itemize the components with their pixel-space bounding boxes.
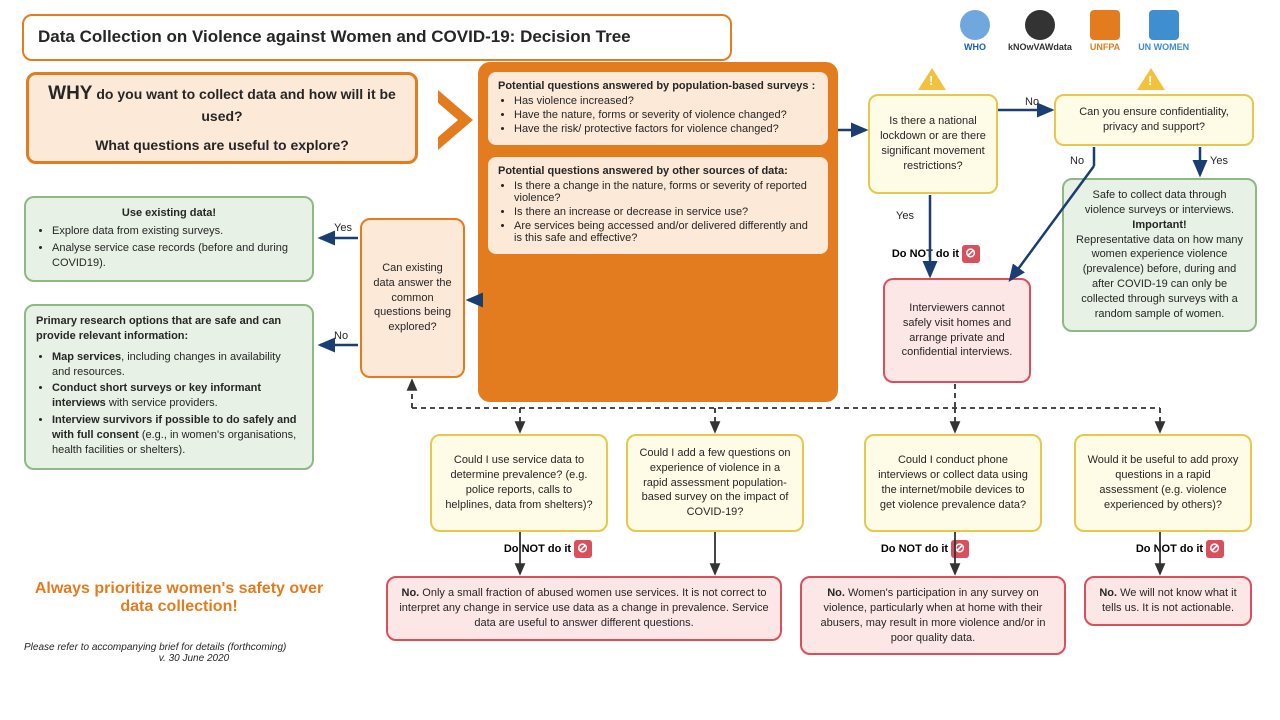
- pr-item-0: Map services, including changes in avail…: [52, 350, 302, 380]
- stop-icon: [962, 245, 980, 263]
- primary-research-list: Map services, including changes in avail…: [36, 350, 302, 458]
- q-phone: Could I conduct phone interviews or coll…: [864, 434, 1042, 532]
- interviewers-cannot-box: Interviewers cannot safely visit homes a…: [883, 278, 1031, 383]
- label-yes-2: Yes: [896, 210, 914, 222]
- no-phone-box: No. Women's participation in any survey …: [800, 576, 1066, 655]
- pop-survey-heading: Potential questions answered by populati…: [498, 80, 818, 92]
- unwomen-logo: UN WOMEN: [1138, 10, 1189, 52]
- questions-panel: Potential questions answered by populati…: [478, 62, 838, 402]
- footer-note: Please refer to accompanying brief for d…: [24, 642, 364, 664]
- q-proxy: Would it be useful to add proxy question…: [1074, 434, 1252, 532]
- pop-survey-list: Has violence increased? Have the nature,…: [498, 95, 818, 135]
- do-not-top: Do NOT do it: [886, 245, 986, 263]
- primary-research-heading: Primary research options that are safe a…: [36, 314, 302, 344]
- do-not-2: Do NOT do it: [875, 540, 975, 558]
- use-existing-list: Explore data from existing surveys. Anal…: [36, 224, 302, 271]
- chevron-icon: [438, 90, 473, 150]
- why-line2: What questions are useful to explore?: [39, 136, 405, 155]
- q-service-data: Could I use service data to determine pr…: [430, 434, 608, 532]
- primary-research-box: Primary research options that are safe a…: [24, 304, 314, 470]
- why-box: WHY do you want to collect data and how …: [26, 72, 418, 164]
- label-yes-1: Yes: [334, 222, 352, 234]
- pr-item-2: Interview survivors if possible to do sa…: [52, 413, 302, 458]
- q-rapid-assess: Could I add a few questions on experienc…: [626, 434, 804, 532]
- warning-icon-1: [918, 68, 946, 90]
- pr-item-1: Conduct short surveys or key informant i…: [52, 381, 302, 411]
- other-sources-list: Is there a change in the nature, forms o…: [498, 180, 818, 244]
- label-no-1: No: [334, 330, 348, 342]
- warning-icon-2: [1137, 68, 1165, 90]
- who-logo: WHO: [960, 10, 990, 52]
- label-no-2: No: [1025, 96, 1039, 108]
- partner-logos: WHO kNOwVAWdata UNFPA UN WOMEN: [960, 10, 1189, 52]
- other-sources-heading: Potential questions answered by other so…: [498, 165, 818, 177]
- other-sources-box: Potential questions answered by other so…: [486, 155, 830, 256]
- existing-data-q: Can existing data answer the common ques…: [360, 218, 465, 378]
- do-not-1: Do NOT do it: [498, 540, 598, 558]
- use-existing-heading: Use existing data!: [36, 206, 302, 221]
- stop-icon: [951, 540, 969, 558]
- stop-icon: [574, 540, 592, 558]
- footer-slogan: Always prioritize women's safety over da…: [24, 580, 334, 616]
- no-proxy-box: No. We will not know what it tells us. I…: [1084, 576, 1252, 626]
- use-existing-box: Use existing data! Explore data from exi…: [24, 196, 314, 282]
- title-box: Data Collection on Violence against Wome…: [22, 14, 732, 61]
- do-not-3: Do NOT do it: [1130, 540, 1230, 558]
- label-no-3: No: [1070, 155, 1084, 167]
- confidentiality-q: Can you ensure confidentiality, privacy …: [1054, 94, 1254, 146]
- why-line1: WHY do you want to collect data and how …: [39, 81, 405, 126]
- knowvaw-logo: kNOwVAWdata: [1008, 10, 1072, 52]
- pop-survey-box: Potential questions answered by populati…: [486, 70, 830, 147]
- label-yes-3: Yes: [1210, 155, 1228, 167]
- unfpa-logo: UNFPA: [1090, 10, 1120, 52]
- stop-icon: [1206, 540, 1224, 558]
- no-service-box: No. Only a small fraction of abused wome…: [386, 576, 782, 641]
- safe-collect-box: Safe to collect data through violence su…: [1062, 178, 1257, 332]
- lockdown-q: Is there a national lockdown or are ther…: [868, 94, 998, 194]
- page-title: Data Collection on Violence against Wome…: [38, 27, 631, 46]
